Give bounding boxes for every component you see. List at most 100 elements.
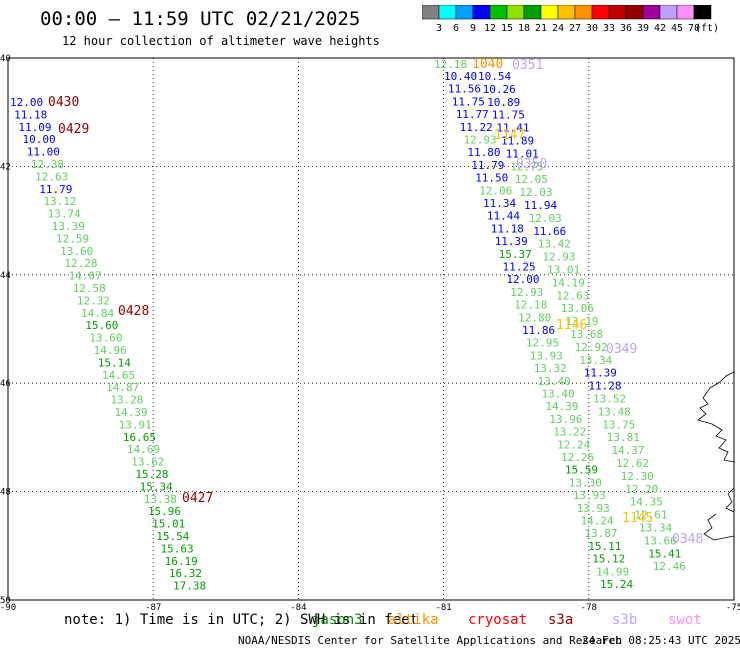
wave-height-label: 15.14 (98, 356, 131, 369)
wave-height-label: 11.75 (452, 95, 485, 108)
page-title: 00:00 — 11:59 UTC 02/21/2025 (40, 8, 361, 30)
wave-height-label: 13.30 (569, 476, 602, 489)
wave-height-label: 15.37 (499, 248, 532, 261)
wave-height-label: 14.84 (81, 307, 114, 320)
color-scale-label: 21 (535, 23, 547, 34)
wave-height-label: 11.18 (14, 108, 47, 121)
wave-height-label: 11.86 (522, 324, 555, 337)
wave-height-label: 12.30 (621, 470, 654, 483)
wave-height-label: 12.00 (506, 273, 539, 286)
wave-height-label: 12.26 (561, 451, 594, 464)
wave-height-label: 13.75 (602, 418, 635, 431)
wave-height-label: 13.28 (110, 394, 143, 407)
wave-height-label: 14.99 (596, 565, 629, 578)
wave-height-label: 14.39 (115, 406, 148, 419)
wave-height-label: 11.44 (487, 210, 520, 223)
pass-time-label: 0348 (672, 532, 703, 547)
wave-height-label: 13.34 (639, 522, 672, 535)
color-swatch (693, 5, 712, 20)
wave-height-label: 15.41 (648, 547, 681, 560)
wave-height-label: 11.00 (27, 146, 60, 159)
longitude-tick-label: -75 (726, 603, 740, 613)
wave-height-label: 13.22 (553, 426, 586, 439)
wave-height-label: 14.07 (69, 270, 102, 283)
color-scale-label: 39 (637, 23, 649, 34)
color-scale-label: 36 (620, 23, 632, 34)
wave-height-label: 12.38 (31, 158, 64, 171)
longitude-tick-label: -81 (435, 603, 451, 613)
wave-height-label: 16.65 (123, 431, 156, 444)
wave-height-label: 11.94 (524, 199, 557, 212)
wave-height-label: 14.65 (102, 369, 135, 382)
wave-height-label: 11.89 (501, 135, 534, 148)
wave-height-label: 12.63 (556, 289, 589, 302)
wave-height-label: 13.34 (579, 354, 612, 367)
wave-height-label: 12.32 (77, 294, 110, 307)
wave-height-label: 12.63 (35, 170, 68, 183)
satellite-s3a: s3a (548, 612, 574, 628)
wave-height-label: 15.34 (140, 480, 173, 493)
wave-height-label: 12.00 (10, 96, 43, 109)
wave-height-label: 11.39 (584, 367, 617, 380)
footnote: note: 1) Time is in UTC; 2) SWH is in fe… (64, 612, 419, 628)
wave-height-label: 14.24 (581, 515, 614, 528)
wave-height-label: 12.24 (557, 438, 590, 451)
longitude-tick-label: -84 (290, 603, 306, 613)
wave-height-label: 10.00 (23, 133, 56, 146)
pass-time-label: 0430 (48, 95, 79, 110)
wave-height-label: 11.28 (588, 380, 621, 393)
wave-height-label: 13.40 (542, 388, 575, 401)
coastline (725, 487, 735, 513)
pass-time-label: 0428 (118, 304, 149, 319)
wave-height-label: 12.80 (518, 311, 551, 324)
wave-height-label: 13.81 (607, 431, 640, 444)
wave-height-label: 13.74 (48, 208, 81, 221)
wave-height-label: 14.96 (94, 344, 127, 357)
wave-height-label: 14.69 (127, 443, 160, 456)
satellite-swot: swot (668, 612, 702, 628)
wave-height-label: 11.56 (448, 83, 481, 96)
wave-height-label: 12.95 (526, 337, 559, 350)
wave-height-label: 11.50 (475, 172, 508, 185)
wave-height-label: 10.89 (487, 96, 520, 109)
pass-time-label: 1040 (472, 57, 503, 72)
color-scale-label: 24 (552, 23, 564, 34)
pass-time-label: 1145 (622, 511, 653, 526)
wave-height-label: 13.60 (60, 245, 93, 258)
wave-height-label: 13.66 (644, 534, 677, 547)
color-scale-label: 33 (603, 23, 615, 34)
wave-height-label: 12.58 (73, 282, 106, 295)
wave-height-label: 15.12 (592, 553, 625, 566)
wave-height-label: 12.05 (515, 173, 548, 186)
wave-height-label: 11.09 (18, 121, 51, 134)
color-scale-label: 18 (518, 23, 530, 34)
wave-height-label: 15.01 (152, 518, 185, 531)
wave-height-label: 10.40 (444, 70, 477, 83)
satellite-s3b: s3b (612, 612, 638, 628)
wave-height-label: 12.59 (56, 232, 89, 245)
latitude-tick-label: 46 (0, 379, 11, 389)
wave-height-label: 11.22 (460, 121, 493, 134)
color-scale-label: 15 (501, 23, 513, 34)
wave-height-label: 12.61 (634, 509, 667, 522)
page-subtitle: 12 hour collection of altimeter wave hei… (62, 34, 380, 48)
wave-height-label: 10.26 (483, 83, 516, 96)
color-scale-label: 42 (654, 23, 666, 34)
wave-height-label: 14.19 (552, 276, 585, 289)
coastline (703, 513, 735, 541)
wave-height-label: 11.79 (471, 159, 504, 172)
wave-height-label: 11.18 (491, 222, 524, 235)
longitude-tick-label: -90 (0, 603, 16, 613)
wave-height-label: 13.93 (577, 502, 610, 515)
wave-height-label: 15.96 (148, 505, 181, 518)
pass-time-label: 1146 (556, 318, 587, 333)
wave-height-label: 16.32 (169, 567, 202, 580)
latitude-tick-label: 42 (0, 162, 11, 172)
wave-height-label: 15.60 (85, 319, 118, 332)
color-scale-label: 27 (569, 23, 581, 34)
wave-height-label: 11.41 (496, 122, 529, 135)
wave-height-label: 12.20 (625, 483, 658, 496)
color-scale-legend: 3 6 9 12 15 18 21 24 27 30 33 36 39 42 45 70(ft) (422, 5, 719, 34)
wave-height-label: 13.91 (119, 418, 152, 431)
